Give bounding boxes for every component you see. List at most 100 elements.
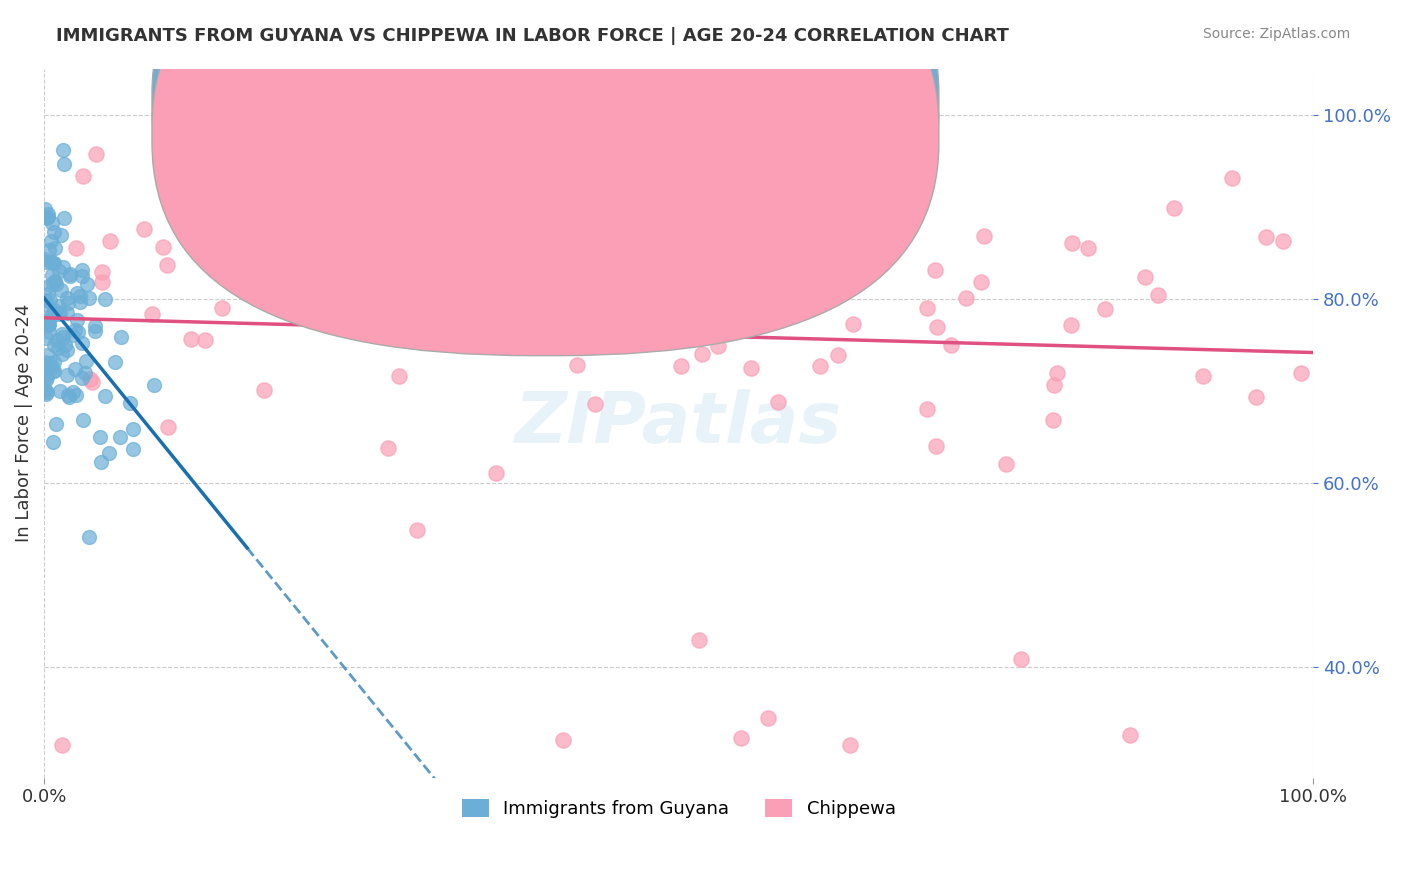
Y-axis label: In Labor Force | Age 20-24: In Labor Force | Age 20-24 — [15, 304, 32, 542]
Immigrants from Guyana — [41, 254, 63, 268]
Chippewa — [814, 281, 837, 295]
Chippewa — [194, 333, 217, 347]
Chippewa — [1192, 368, 1215, 383]
Immigrants from Guyana — [34, 211, 56, 225]
Immigrants from Guyana — [97, 446, 120, 460]
Immigrants from Guyana — [37, 384, 59, 399]
Chippewa — [180, 333, 202, 347]
Chippewa — [1060, 318, 1083, 332]
Chippewa — [810, 359, 832, 374]
Chippewa — [1271, 234, 1294, 248]
Immigrants from Guyana — [35, 387, 58, 401]
Chippewa — [211, 301, 233, 315]
Immigrants from Guyana — [35, 373, 58, 387]
Immigrants from Guyana — [66, 286, 89, 301]
Immigrants from Guyana — [56, 296, 79, 310]
Chippewa — [766, 395, 789, 409]
Immigrants from Guyana — [65, 361, 87, 376]
Chippewa — [1043, 378, 1066, 392]
Immigrants from Guyana — [75, 354, 97, 368]
Immigrants from Guyana — [46, 341, 69, 355]
Chippewa — [756, 711, 779, 725]
Immigrants from Guyana — [37, 210, 59, 224]
Chippewa — [157, 420, 180, 434]
Immigrants from Guyana — [37, 286, 59, 301]
Immigrants from Guyana — [53, 338, 76, 352]
Immigrants from Guyana — [94, 292, 117, 306]
Immigrants from Guyana — [45, 417, 67, 431]
Immigrants from Guyana — [37, 348, 59, 362]
Immigrants from Guyana — [38, 356, 60, 370]
Immigrants from Guyana — [52, 260, 75, 274]
Chippewa — [1042, 412, 1064, 426]
Immigrants from Guyana — [48, 384, 70, 398]
Immigrants from Guyana — [118, 396, 141, 410]
Chippewa — [721, 236, 744, 251]
Chippewa — [347, 282, 370, 296]
Immigrants from Guyana — [34, 202, 56, 217]
Immigrants from Guyana — [42, 256, 65, 270]
Chippewa — [634, 336, 657, 351]
Chippewa — [377, 442, 399, 456]
Chippewa — [79, 371, 101, 385]
Immigrants from Guyana — [42, 337, 65, 351]
Chippewa — [730, 731, 752, 746]
Chippewa — [939, 338, 962, 352]
Immigrants from Guyana — [83, 318, 105, 333]
Text: R =: R = — [564, 123, 603, 141]
Chippewa — [51, 739, 73, 753]
Chippewa — [994, 458, 1017, 472]
Chippewa — [156, 258, 179, 272]
Immigrants from Guyana — [35, 317, 58, 331]
Immigrants from Guyana — [38, 243, 60, 257]
Chippewa — [842, 318, 865, 332]
Chippewa — [969, 275, 991, 289]
Immigrants from Guyana — [45, 333, 67, 347]
Chippewa — [1254, 230, 1277, 244]
Immigrants from Guyana — [69, 294, 91, 309]
Immigrants from Guyana — [56, 306, 79, 320]
Text: N = 111: N = 111 — [723, 91, 803, 110]
Immigrants from Guyana — [69, 289, 91, 303]
Immigrants from Guyana — [56, 388, 79, 402]
Chippewa — [405, 523, 427, 537]
Immigrants from Guyana — [42, 363, 65, 377]
Chippewa — [824, 159, 846, 173]
Immigrants from Guyana — [143, 377, 166, 392]
Chippewa — [917, 301, 939, 316]
Immigrants from Guyana — [41, 359, 63, 374]
Chippewa — [682, 327, 704, 342]
Chippewa — [307, 218, 329, 232]
Chippewa — [1163, 201, 1185, 215]
Chippewa — [707, 338, 730, 352]
Immigrants from Guyana — [65, 388, 87, 402]
Immigrants from Guyana — [41, 216, 63, 230]
Chippewa — [1146, 288, 1168, 302]
Chippewa — [973, 228, 995, 243]
Chippewa — [509, 229, 531, 244]
Chippewa — [690, 347, 713, 361]
FancyBboxPatch shape — [152, 0, 939, 356]
Chippewa — [634, 307, 657, 321]
Immigrants from Guyana — [70, 269, 93, 284]
Immigrants from Guyana — [70, 371, 93, 385]
Immigrants from Guyana — [66, 325, 89, 339]
Text: R =: R = — [564, 91, 603, 110]
Text: -0.163: -0.163 — [621, 91, 686, 110]
Text: N = 95: N = 95 — [723, 123, 790, 141]
Chippewa — [955, 292, 977, 306]
Immigrants from Guyana — [39, 234, 62, 248]
Immigrants from Guyana — [41, 268, 63, 282]
Text: IMMIGRANTS FROM GUYANA VS CHIPPEWA IN LABOR FORCE | AGE 20-24 CORRELATION CHART: IMMIGRANTS FROM GUYANA VS CHIPPEWA IN LA… — [56, 27, 1010, 45]
Chippewa — [90, 265, 112, 279]
Immigrants from Guyana — [53, 211, 76, 226]
Chippewa — [491, 328, 513, 343]
Chippewa — [814, 134, 837, 148]
Legend: Immigrants from Guyana, Chippewa: Immigrants from Guyana, Chippewa — [454, 791, 903, 825]
Immigrants from Guyana — [77, 291, 100, 305]
Immigrants from Guyana — [34, 293, 56, 308]
Immigrants from Guyana — [89, 429, 111, 443]
Chippewa — [870, 257, 893, 271]
Chippewa — [696, 183, 718, 197]
Immigrants from Guyana — [51, 347, 73, 361]
